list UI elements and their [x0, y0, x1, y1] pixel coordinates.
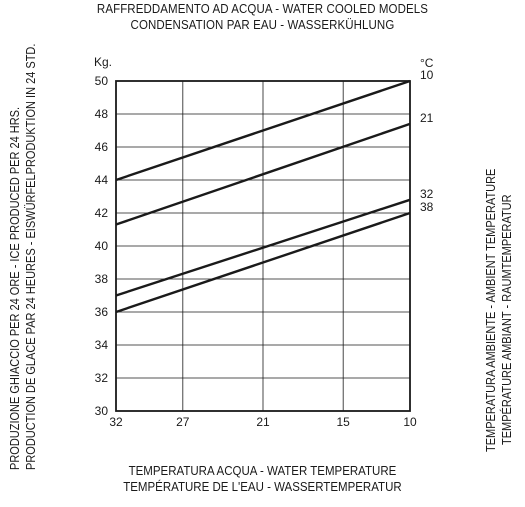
series-line-10	[115, 79, 411, 182]
y-tick-label: 48	[95, 107, 109, 121]
y-tick-label: 38	[95, 272, 109, 286]
y-tick-label: 50	[95, 74, 109, 88]
series-line-38	[115, 211, 411, 314]
y-tick-label: 46	[95, 140, 109, 154]
series-line-32	[115, 198, 411, 297]
y-unit-label: Kg.	[94, 55, 112, 69]
x-tick-label: 21	[256, 415, 270, 429]
chart-title: RAFFREDDAMENTO AD ACQUA - WATER COOLED M…	[96, 2, 429, 16]
series-label-32: 32	[420, 187, 434, 201]
series-label-21: 21	[420, 111, 434, 125]
y-tick-label: 42	[95, 206, 109, 220]
x-tick-label: 15	[337, 415, 351, 429]
x-tick-label: 10	[403, 415, 417, 429]
chart-subtitle: CONDENSATION PAR EAU - WASSERKÜHLUNG	[130, 18, 395, 32]
y-tick-label: 40	[95, 239, 109, 253]
y-tick-label: 36	[95, 305, 109, 319]
series-label-38: 38	[420, 200, 434, 214]
y-tick-label: 30	[95, 404, 109, 418]
y-tick-label: 44	[95, 173, 109, 187]
x-tick-label: 27	[176, 415, 190, 429]
series-unit-label: °C	[420, 56, 434, 70]
x-axis-label-2: TEMPÉRATURE DE L'EAU - WASSERTEMPERATUR	[123, 480, 402, 494]
grid	[116, 81, 410, 411]
plot-frame	[115, 80, 411, 412]
series-line-21	[115, 122, 411, 226]
x-tick-label: 32	[109, 415, 123, 429]
series-label-10: 10	[420, 68, 434, 82]
y-tick-label: 34	[95, 338, 109, 352]
y-tick-label: 32	[95, 371, 109, 385]
x-axis-label-1: TEMPERATURA ACQUA - WATER TEMPERATURE	[128, 464, 397, 478]
